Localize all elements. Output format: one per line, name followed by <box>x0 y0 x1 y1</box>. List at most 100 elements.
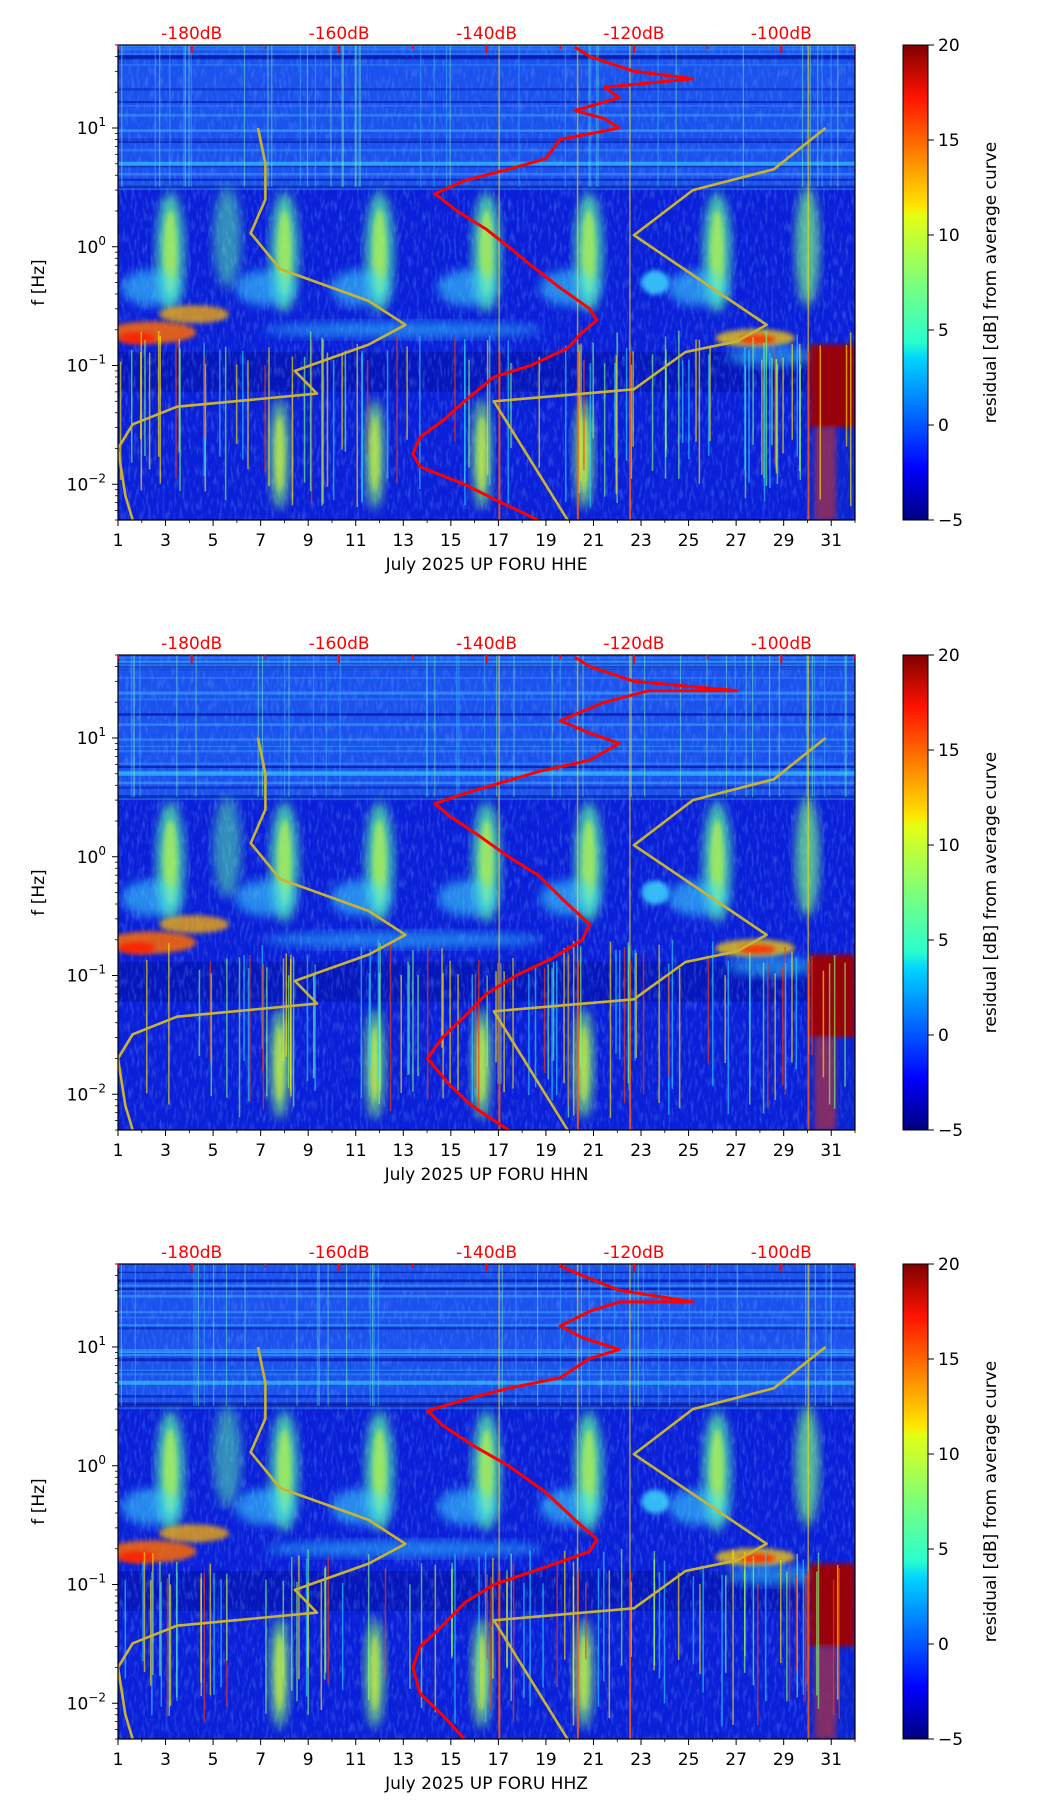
heatmap-streak <box>795 1575 798 1671</box>
heatmap-streak <box>262 965 264 1072</box>
heatmap-streak <box>503 971 505 1093</box>
heatmap-streak <box>567 944 569 1106</box>
heatmap-streak <box>832 1579 835 1716</box>
heatmap-stripe <box>118 738 855 741</box>
heatmap-streak <box>290 954 292 1097</box>
x-axis-label: July 2025 UP FORU HHN <box>384 1165 589 1185</box>
heatmap-streak <box>603 363 606 497</box>
heatmap-streak <box>265 1579 267 1714</box>
heatmap-streak <box>120 1264 122 1406</box>
heatmap-streak <box>583 359 585 471</box>
heatmap-stripe <box>118 53 855 55</box>
heatmap-streak <box>752 337 754 445</box>
heatmap-streak <box>140 351 142 440</box>
x-tick-label: 11 <box>345 1750 367 1770</box>
heatmap-streak <box>210 973 213 1097</box>
heatmap-streak <box>637 1264 639 1406</box>
heatmap-streak <box>749 973 751 1087</box>
heatmap-streak <box>802 1559 805 1695</box>
heatmap-streak <box>807 1264 809 1571</box>
colorbar-tick-label: 20 <box>938 36 960 56</box>
heatmap-microseism <box>739 944 776 955</box>
db-tick-label: -140dB <box>456 24 517 44</box>
heatmap-streak <box>366 360 369 454</box>
heatmap-streak <box>651 354 654 471</box>
colorbar-gradient <box>902 1263 929 1740</box>
heatmap-stripe <box>118 1395 855 1398</box>
colorbar-tick-label: 10 <box>938 836 960 856</box>
heatmap-streak <box>314 45 317 187</box>
heatmap-streak <box>603 1552 605 1682</box>
heatmap-stripe <box>118 161 855 166</box>
heatmap-day-blob <box>668 269 729 306</box>
heatmap-streak <box>426 947 429 1100</box>
heatmap-streak <box>288 655 290 797</box>
heatmap-streak <box>630 364 633 479</box>
heatmap-streak <box>501 1264 503 1406</box>
heatmap-streak <box>576 1264 579 1571</box>
x-tick-label: 25 <box>678 1141 700 1161</box>
heatmap-streak <box>198 970 201 1057</box>
heatmap-streak <box>588 1264 590 1406</box>
heatmap-streak <box>724 975 726 1063</box>
heatmap-streak <box>633 1264 635 1406</box>
heatmap-streak <box>287 975 290 1088</box>
heatmap-streak <box>664 336 667 479</box>
heatmap-streak <box>657 45 659 187</box>
heatmap-day-blob <box>668 1488 729 1525</box>
heatmap-streak <box>547 964 549 1080</box>
heatmap-day-blob <box>437 1488 498 1525</box>
x-tick-label: 19 <box>535 1750 557 1770</box>
heatmap-streak <box>807 351 810 520</box>
heatmap-stripe <box>118 57 855 60</box>
colorbar-tick-label: 5 <box>938 1540 949 1560</box>
heatmap-streak <box>396 335 398 484</box>
heatmap-streak <box>434 1564 437 1713</box>
heatmap-streak <box>188 45 190 187</box>
heatmap-day-blob <box>213 187 242 288</box>
heatmap-streak <box>400 974 402 1093</box>
heatmap-streak <box>510 362 512 448</box>
heatmap-streak <box>518 45 520 187</box>
heatmap-streak <box>490 1577 492 1710</box>
heatmap-streak <box>309 331 312 492</box>
heatmap-streak <box>327 1556 329 1684</box>
colorbar-gradient <box>902 44 929 521</box>
heatmap-streak <box>688 359 690 460</box>
heatmap-stripe <box>118 667 855 669</box>
heatmap-day-blob <box>668 879 729 916</box>
heatmap-streak <box>688 1264 691 1406</box>
heatmap-streak <box>314 964 316 1091</box>
heatmap-streak <box>426 655 428 797</box>
y-tick-label: 100 <box>77 844 106 868</box>
x-tick-label: 1 <box>113 1750 124 1770</box>
heatmap-streak <box>732 1549 734 1725</box>
heatmap-streak <box>152 1553 154 1676</box>
chart-panel: 1 3 5 7 9 11 13 15 17 19 21 23 25 27 29 3110−210−110010… <box>29 634 1001 1185</box>
heatmap-stripe <box>118 178 855 181</box>
heatmap-streak <box>828 963 831 1105</box>
heatmap-streak <box>630 655 632 797</box>
colorbar-tick-label: 0 <box>938 1635 949 1655</box>
x-tick-label: 17 <box>488 1141 510 1161</box>
heatmap-streak <box>643 655 646 797</box>
heatmap-streak <box>757 1583 759 1726</box>
heatmap-streak <box>386 350 389 479</box>
heatmap-streak <box>551 968 553 1101</box>
chart-panel: 1 3 5 7 9 11 13 15 17 19 21 23 25 27 29 3110−210−110010… <box>29 1243 1001 1794</box>
heatmap-streak <box>389 944 392 1112</box>
db-tick-label: -180dB <box>161 1243 222 1263</box>
x-tick-label: 17 <box>488 531 510 551</box>
y-tick-label: 100 <box>77 234 106 258</box>
heatmap-day-blob <box>235 879 296 916</box>
heatmap-microseism <box>263 931 544 948</box>
heatmap-streak <box>484 1551 487 1723</box>
heatmap-stripe <box>118 1311 855 1314</box>
heatmap-streak <box>456 655 458 797</box>
x-tick-label: 19 <box>535 1141 557 1161</box>
heatmap-streak <box>706 655 708 797</box>
heatmap-microseism <box>726 1565 817 1586</box>
heatmap-streak <box>667 973 670 1077</box>
db-tick-label: -120dB <box>603 1243 664 1263</box>
colorbar-tick-label: 15 <box>938 131 960 151</box>
